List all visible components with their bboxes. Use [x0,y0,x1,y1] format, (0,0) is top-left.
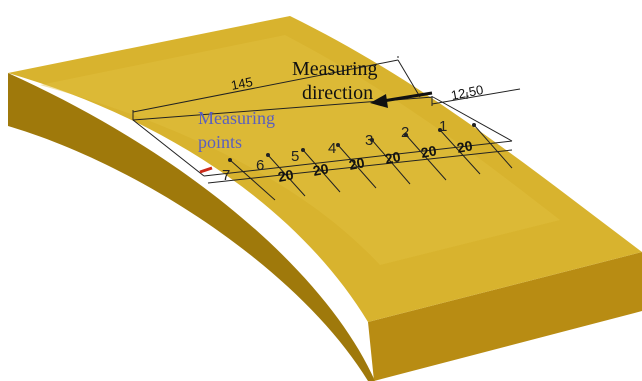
segment-number-2: 2 [401,124,409,141]
total-length-label: 145 [230,74,254,93]
block-side-face [8,73,375,381]
direction-label-line1: Measuring [292,58,378,80]
direction-arrow [370,91,433,108]
segment-width-2: 20 [420,142,439,161]
segment-number-4: 4 [328,140,336,157]
measuring-point-dots [228,123,476,162]
segment-number-6: 6 [256,157,264,174]
end-offset-label: 12.50 [450,82,485,103]
block-top-face [8,16,642,322]
top-face-highlight [40,35,560,265]
points-label-line1: Measuring [198,108,275,128]
segment-number-3: 3 [365,132,373,149]
segment-number-1: 1 [439,118,447,135]
direction-label-line2: direction [302,82,373,104]
dimension-lines [132,56,521,120]
segment-width-1: 20 [456,137,475,156]
segment-number-7: 7 [222,167,230,184]
segment-width-3: 20 [384,148,403,167]
point-7-marker [199,166,213,174]
segment-dividers [229,124,513,201]
segment-width-5: 20 [312,160,331,179]
points-label-line2: points [198,132,242,152]
segment-number-5: 5 [291,148,299,165]
block-front-face [368,252,642,381]
segment-width-4: 20 [348,154,367,173]
segment-width-6: 20 [277,166,296,185]
